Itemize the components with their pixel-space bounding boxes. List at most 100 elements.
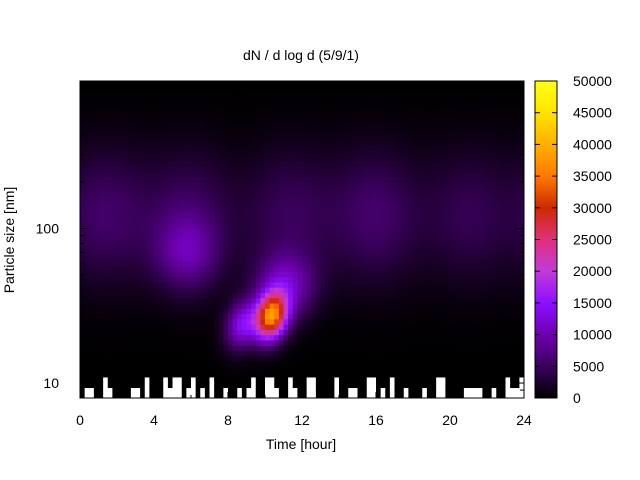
heatmap-cell [329,176,335,182]
heatmap-cell [496,302,502,309]
heatmap-cell [167,308,174,315]
heatmap-cell [149,281,155,288]
heatmap-cell [214,186,220,193]
heatmap-cell [274,350,280,357]
heatmap-cell [209,318,215,325]
heatmap-cell [89,392,95,398]
heatmap-cell [339,223,345,230]
heatmap-cell [154,318,160,325]
heatmap-cell [320,287,326,293]
heatmap-cell [496,234,502,241]
heatmap-cell [440,265,446,272]
heatmap-cell [505,345,511,352]
heatmap-cell [89,297,95,304]
heatmap-cell [274,276,280,283]
heatmap-cell [191,361,197,367]
heatmap-cell [98,318,104,325]
heatmap-cell [251,154,257,161]
heatmap-cell [311,387,317,394]
heatmap-cell [450,165,456,172]
heatmap-cell [135,202,141,209]
heatmap-cell [357,123,363,130]
heatmap-cell [186,165,192,172]
heatmap-cell [450,170,456,177]
heatmap-cell [436,265,442,272]
heatmap-cell [265,133,271,140]
heatmap-cell [362,218,368,225]
heatmap-cell [417,392,423,398]
heatmap-cell [440,239,446,246]
heatmap-cell [389,176,396,182]
heatmap-cell [112,345,118,352]
heatmap-cell [186,292,192,299]
heatmap-cell [431,186,437,193]
heatmap-cell [440,176,446,182]
heatmap-cell [482,329,488,336]
heatmap-cell [297,228,303,235]
heatmap-cell [362,250,368,256]
heatmap-cell [89,197,95,204]
heatmap-cell [283,355,289,362]
heatmap-cell [519,133,524,140]
heatmap-cell [214,339,220,346]
heatmap-cell [487,154,493,161]
heatmap-cell [167,228,174,235]
heatmap-cell [223,281,229,288]
heatmap-cell [496,265,502,272]
heatmap-cell [214,133,220,140]
heatmap-cell [352,260,359,267]
heatmap-cell [417,144,423,151]
heatmap-cell [218,197,224,204]
heatmap-cell [389,228,396,235]
heatmap-cell [482,334,488,341]
heatmap-cell [278,324,285,330]
heatmap-cell [237,281,243,288]
heatmap-cell [288,170,294,177]
heatmap-cell [459,160,465,167]
heatmap-cell [436,154,442,161]
heatmap-cell [325,160,331,167]
heatmap-cell [158,144,164,151]
heatmap-cell [181,355,187,362]
heatmap-cell [112,202,118,209]
heatmap-cell [80,186,86,193]
heatmap-cell [473,292,479,299]
heatmap-cell [487,297,493,304]
heatmap-cell [450,334,456,341]
heatmap-cell [426,313,433,320]
heatmap-cell [445,324,451,330]
heatmap-cell [237,139,243,145]
heatmap-cell [371,133,377,140]
heatmap-cell [357,250,363,256]
heatmap-cell [260,207,266,214]
heatmap-cell [413,313,419,320]
heatmap-cell [366,234,372,241]
heatmap-cell [283,324,289,330]
heatmap-cell [186,133,192,140]
heatmap-cell [394,271,400,278]
heatmap-cell [366,160,372,167]
heatmap-cell [140,366,146,373]
heatmap-cell [422,313,428,320]
heatmap-cell [468,339,474,346]
heatmap-cell [84,255,90,262]
heatmap-cell [246,276,252,283]
heatmap-cell [251,329,257,336]
heatmap-cell [510,287,516,293]
heatmap-cell [463,345,470,352]
heatmap-cell [237,202,243,209]
heatmap-cell [80,139,86,145]
heatmap-cell [366,197,372,204]
heatmap-cell [140,234,146,241]
heatmap-cell [209,371,215,378]
heatmap-cell [445,339,451,346]
heatmap-cell [431,271,437,278]
heatmap-cell [496,223,502,230]
heatmap-cell [440,382,446,389]
heatmap-cell [362,281,368,288]
heatmap-cell [232,176,238,182]
heatmap-cell [186,355,192,362]
heatmap-cell [228,144,234,151]
heatmap-cell [514,223,520,230]
heatmap-cell [260,128,266,135]
